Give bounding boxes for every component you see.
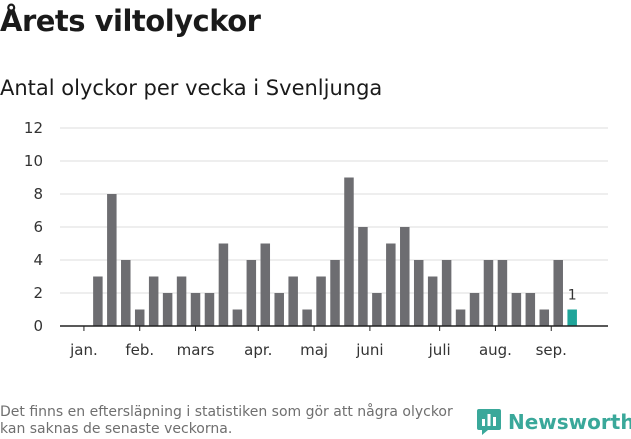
x-tick-label: aug. <box>479 341 512 359</box>
bar <box>344 177 354 326</box>
bar <box>330 260 340 326</box>
bar <box>539 309 550 326</box>
y-tick-label: 4 <box>33 251 43 269</box>
bar <box>148 276 159 326</box>
y-tick-label: 12 <box>24 119 43 137</box>
y-tick-label: 6 <box>33 218 43 236</box>
chart-subtitle: Antal olyckor per vecka i Svenljunga <box>0 76 383 100</box>
bar <box>427 276 438 326</box>
bar <box>260 243 271 326</box>
data-label: 1 <box>568 288 577 304</box>
bar <box>176 276 187 326</box>
bar <box>218 243 229 326</box>
y-tick-label: 0 <box>33 317 43 335</box>
bar <box>455 309 466 326</box>
x-tick-label: maj <box>300 341 328 359</box>
bar <box>316 276 326 326</box>
bar <box>246 260 257 326</box>
newsworthy-logo-icon <box>477 409 501 435</box>
bar <box>525 293 536 326</box>
brand-name: Newsworthy <box>508 410 631 434</box>
bar <box>372 293 382 326</box>
y-tick-label: 8 <box>33 185 43 203</box>
bar <box>121 260 131 326</box>
y-tick-label: 2 <box>33 284 43 302</box>
chart-title: Årets viltolyckor <box>0 4 261 38</box>
bar <box>413 260 424 326</box>
x-tick-label: mars <box>177 341 215 359</box>
bar <box>162 293 173 326</box>
bar <box>441 260 452 326</box>
bar <box>400 227 410 326</box>
bar <box>204 293 215 326</box>
x-tick-label: juli <box>428 341 451 359</box>
x-tick-label: apr. <box>244 341 272 359</box>
bar-current-week <box>567 309 577 326</box>
bar <box>386 243 396 326</box>
bar <box>511 293 522 326</box>
bar <box>232 309 243 326</box>
bar <box>107 194 117 326</box>
bar <box>190 293 201 326</box>
bar-chart: 0 2 4 6 8 10 12 1 jan. feb. mars apr. maj juni juli aug… <box>24 119 608 359</box>
newsworthy-logo: Newsworthy <box>476 408 631 436</box>
x-tick-label: sep. <box>536 341 567 359</box>
bar <box>302 309 312 326</box>
bar <box>497 260 508 326</box>
bar <box>274 293 284 326</box>
bar <box>469 293 480 326</box>
bar <box>553 260 563 326</box>
bar <box>288 276 298 326</box>
bar <box>134 309 145 326</box>
x-tick-label: jan. <box>69 341 98 359</box>
bar <box>483 260 494 326</box>
x-tick-label: feb. <box>125 341 154 359</box>
bar <box>93 276 103 326</box>
x-tick-label: juni <box>355 341 383 359</box>
bar <box>358 227 368 326</box>
y-tick-label: 10 <box>24 152 43 170</box>
footnote: Det finns en eftersläpning i statistiken… <box>0 404 453 437</box>
